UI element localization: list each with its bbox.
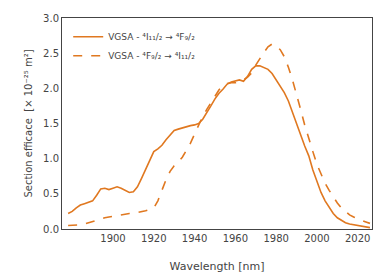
- svg-text:2.0: 2.0: [43, 83, 59, 94]
- svg-text:1980: 1980: [263, 233, 288, 244]
- svg-text:1940: 1940: [182, 233, 207, 244]
- svg-text:1900: 1900: [100, 233, 125, 244]
- svg-text:Section efficace [× 10⁻²⁵ m²]: Section efficace [× 10⁻²⁵ m²]: [23, 49, 34, 197]
- svg-text:1960: 1960: [223, 233, 248, 244]
- svg-text:0.5: 0.5: [43, 188, 59, 199]
- svg-text:Wavelength [nm]: Wavelength [nm]: [169, 260, 264, 273]
- svg-text:2000: 2000: [304, 233, 329, 244]
- svg-text:VGSA - ⁴I₁₁/₂ → ⁴F₉/₂: VGSA - ⁴I₁₁/₂ → ⁴F₉/₂: [108, 32, 195, 42]
- svg-text:1.5: 1.5: [43, 118, 59, 129]
- svg-text:2020: 2020: [345, 233, 370, 244]
- svg-text:0.0: 0.0: [43, 224, 59, 235]
- svg-text:1920: 1920: [141, 233, 166, 244]
- svg-text:3.0: 3.0: [43, 13, 59, 24]
- svg-text:1.0: 1.0: [43, 153, 59, 164]
- svg-text:VGSA - ⁴F₉/₂ → ⁴I₁₁/₂: VGSA - ⁴F₉/₂ → ⁴I₁₁/₂: [108, 51, 195, 61]
- svg-text:2.5: 2.5: [43, 48, 59, 59]
